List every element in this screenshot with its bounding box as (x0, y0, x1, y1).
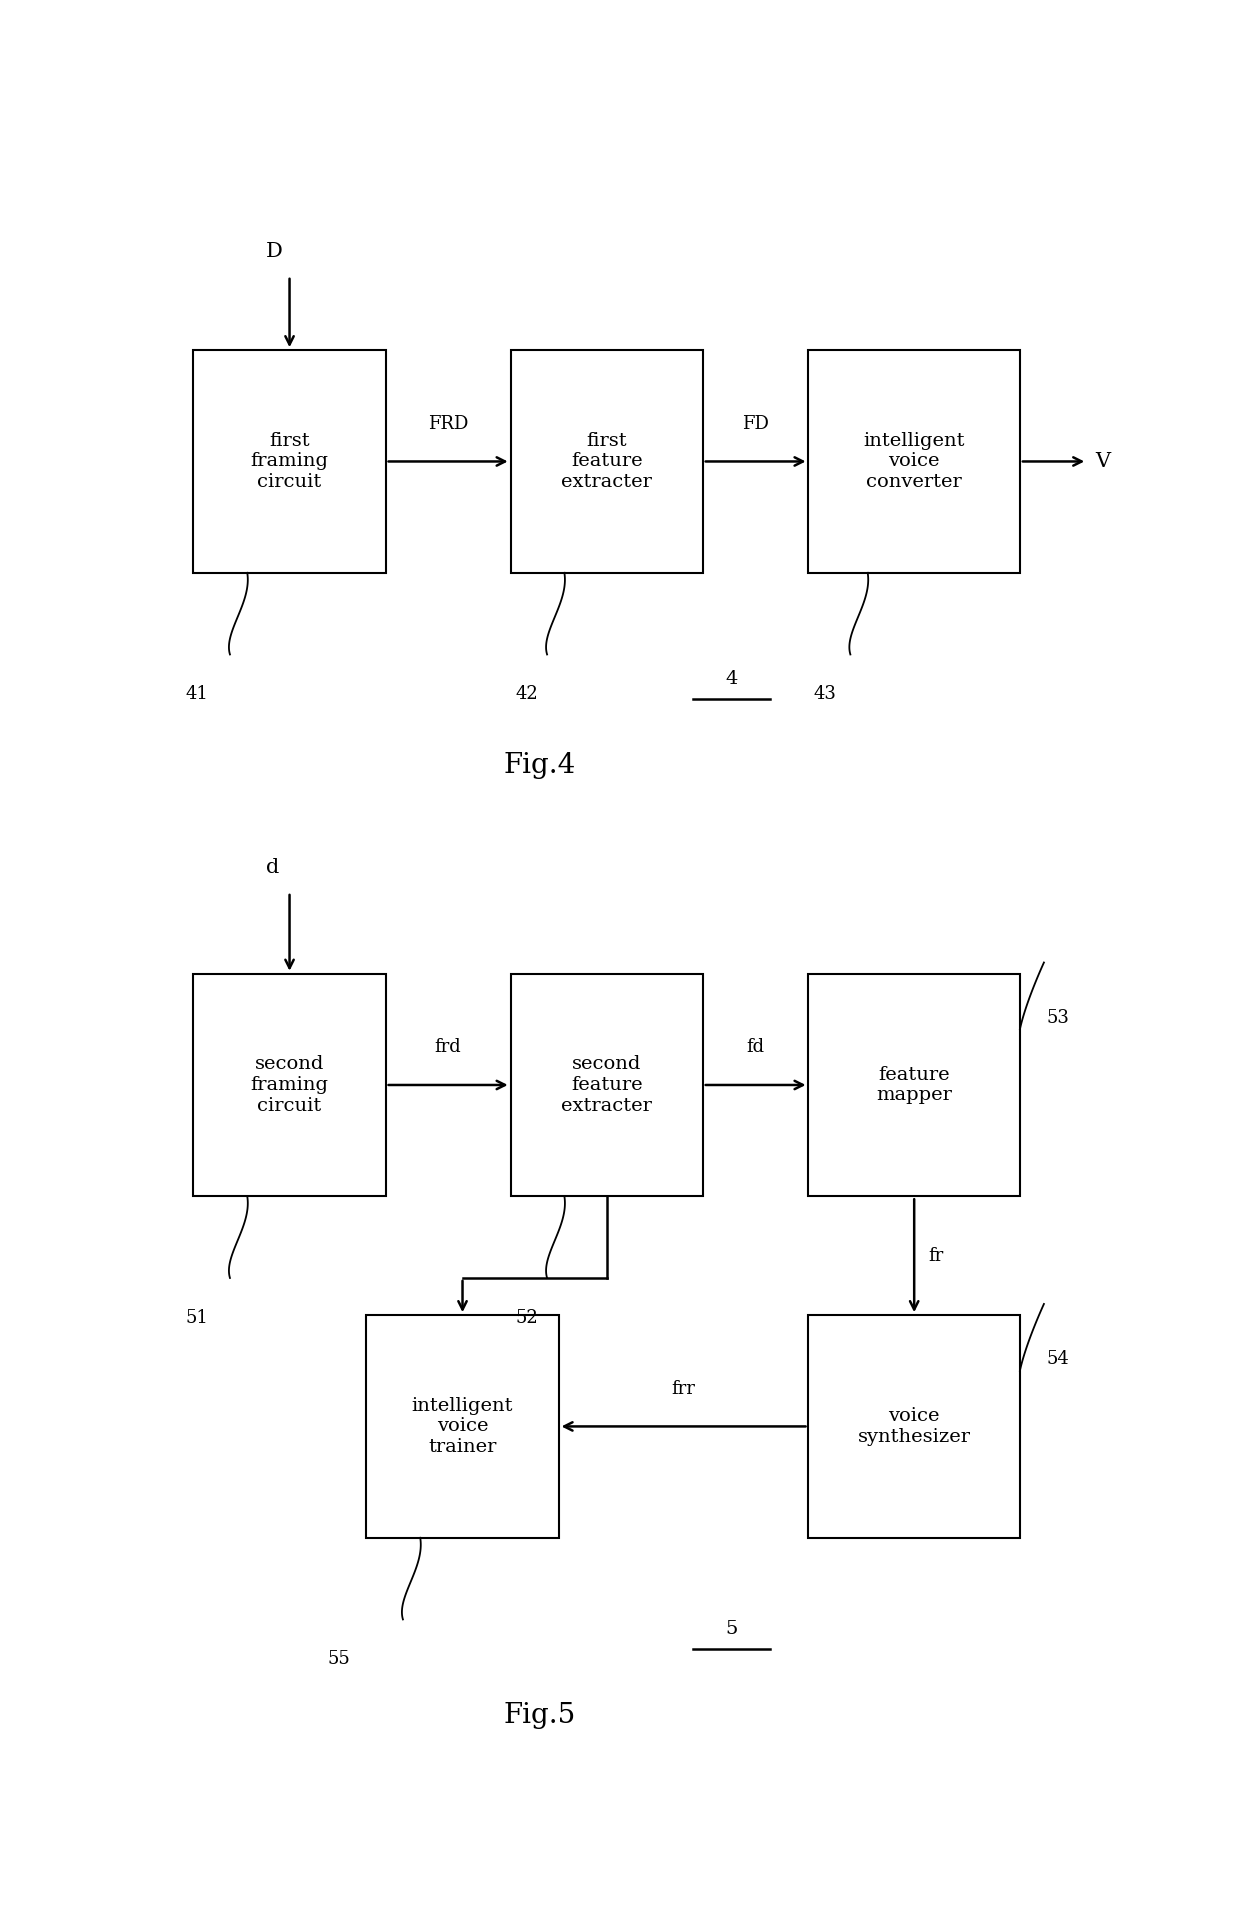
Bar (808, 351, 1019, 573)
Text: fr: fr (929, 1247, 944, 1265)
Text: d: d (265, 858, 279, 877)
Text: second
feature
extracter: second feature extracter (562, 1055, 652, 1114)
Bar (808, 1315, 1019, 1539)
Text: intelligent
voice
trainer: intelligent voice trainer (412, 1396, 513, 1456)
Text: 41: 41 (186, 684, 208, 704)
Bar (808, 974, 1019, 1195)
Text: 42: 42 (516, 684, 538, 704)
Bar (367, 1315, 558, 1539)
Text: Fig.4: Fig.4 (503, 752, 575, 779)
Text: 5: 5 (725, 1620, 738, 1639)
Text: first
feature
extracter: first feature extracter (562, 432, 652, 492)
Text: Fig.5: Fig.5 (503, 1702, 575, 1729)
Text: 51: 51 (186, 1309, 208, 1326)
Text: 4: 4 (725, 671, 738, 688)
Text: D: D (265, 243, 283, 260)
Bar (193, 351, 386, 573)
Text: first
framing
circuit: first framing circuit (250, 432, 329, 492)
Text: FD: FD (743, 415, 769, 432)
Text: 43: 43 (813, 684, 836, 704)
Bar (511, 351, 703, 573)
Bar (511, 974, 703, 1195)
Text: frr: frr (672, 1380, 696, 1398)
Text: feature
mapper: feature mapper (877, 1066, 952, 1105)
Text: 54: 54 (1047, 1350, 1070, 1369)
Text: frd: frd (435, 1039, 461, 1057)
Text: 53: 53 (1047, 1008, 1070, 1026)
Text: FRD: FRD (428, 415, 469, 432)
Text: voice
synthesizer: voice synthesizer (858, 1407, 971, 1446)
Text: fd: fd (746, 1039, 765, 1057)
Text: V: V (1095, 451, 1110, 470)
Text: 52: 52 (516, 1309, 538, 1326)
Text: 55: 55 (327, 1650, 351, 1668)
Bar (193, 974, 386, 1195)
Text: second
framing
circuit: second framing circuit (250, 1055, 329, 1114)
Text: intelligent
voice
converter: intelligent voice converter (863, 432, 965, 492)
